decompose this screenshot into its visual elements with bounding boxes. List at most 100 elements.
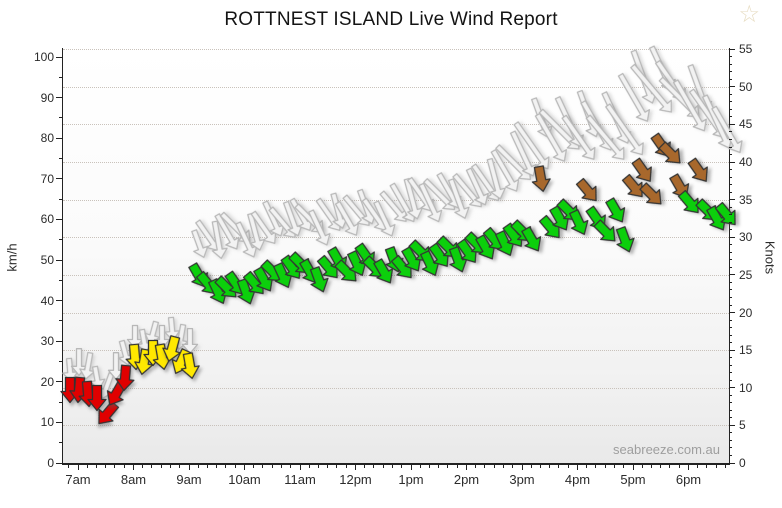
axis-tick bbox=[729, 86, 735, 88]
gust-wind-arrow bbox=[284, 195, 318, 237]
axis-tick bbox=[623, 464, 625, 468]
axis-tick bbox=[188, 464, 190, 470]
axis-tick bbox=[428, 464, 430, 468]
left-axis-unit-label: km/h bbox=[4, 243, 20, 272]
axis-tick bbox=[729, 229, 732, 231]
axis-tick bbox=[206, 464, 208, 468]
gust-wind-arrow bbox=[153, 324, 171, 350]
gust-wind-arrow bbox=[485, 145, 525, 196]
axis-tick bbox=[56, 178, 62, 180]
axis-tick bbox=[262, 464, 264, 468]
axis-tick bbox=[729, 93, 732, 95]
avg-wind-arrow bbox=[534, 211, 567, 245]
gridline bbox=[63, 49, 729, 51]
avg-wind-arrow bbox=[268, 260, 298, 293]
axis-tick bbox=[59, 76, 62, 78]
gust-wind-arrow bbox=[86, 364, 108, 392]
axis-tick bbox=[56, 462, 62, 464]
axis-tick bbox=[123, 464, 125, 468]
axis-tick bbox=[729, 138, 732, 140]
gridline bbox=[63, 387, 729, 389]
axis-tick bbox=[466, 464, 467, 470]
axis-tick bbox=[729, 221, 732, 223]
axis-tick bbox=[59, 158, 62, 159]
axis-tick bbox=[729, 409, 732, 411]
axis-tick bbox=[59, 320, 62, 322]
axis-tick bbox=[56, 340, 62, 342]
x-axis-tick-label: 8am bbox=[120, 472, 147, 487]
gridline bbox=[63, 274, 729, 276]
x-axis-tick-label: 3pm bbox=[509, 472, 535, 487]
axis-tick bbox=[169, 464, 171, 468]
gust-wind-arrow bbox=[442, 176, 474, 223]
gust-wind-arrow bbox=[599, 100, 649, 161]
axis-tick bbox=[729, 289, 732, 291]
axis-tick bbox=[530, 464, 532, 468]
axis-tick bbox=[56, 97, 62, 99]
axis-tick bbox=[729, 349, 735, 351]
axis-tick bbox=[595, 464, 597, 468]
axis-tick bbox=[729, 364, 732, 366]
axis-tick bbox=[729, 342, 732, 344]
axis-tick bbox=[729, 357, 732, 359]
avg-wind-arrow bbox=[611, 224, 639, 256]
avg-wind-arrow bbox=[655, 138, 688, 171]
axis-tick bbox=[114, 464, 116, 468]
axis-tick bbox=[729, 266, 732, 268]
avg-wind-arrow bbox=[248, 264, 279, 297]
avg-wind-arrow bbox=[470, 231, 501, 264]
avg-wind-arrow bbox=[159, 334, 185, 365]
axis-tick bbox=[729, 334, 732, 336]
axis-tick bbox=[729, 244, 732, 246]
left-axis-tick-label: 80 bbox=[40, 131, 54, 146]
avg-wind-arrow bbox=[572, 174, 605, 208]
x-axis-tick-label: 4pm bbox=[564, 472, 591, 487]
gust-wind-arrow bbox=[705, 102, 747, 158]
avg-wind-arrow bbox=[397, 243, 428, 276]
axis-tick bbox=[669, 464, 671, 468]
axis-tick bbox=[729, 214, 732, 216]
right-axis-tick-label: 20 bbox=[739, 305, 753, 320]
gust-wind-arrow bbox=[625, 60, 679, 119]
axis-tick bbox=[345, 464, 347, 468]
axis-tick bbox=[502, 464, 504, 468]
left-axis-tick-label: 20 bbox=[40, 374, 54, 389]
avg-wind-arrow bbox=[564, 207, 594, 240]
axis-tick bbox=[729, 454, 732, 456]
axis-tick bbox=[86, 464, 88, 468]
axis-tick bbox=[308, 464, 310, 468]
favorite-star-icon[interactable]: ☆ bbox=[738, 1, 760, 28]
axis-tick bbox=[729, 206, 732, 208]
x-axis-tick-label: 2pm bbox=[453, 472, 480, 487]
axis-tick bbox=[253, 464, 255, 468]
avg-wind-arrow bbox=[545, 203, 576, 236]
x-axis-tick-label: 11am bbox=[284, 472, 316, 487]
axis-tick bbox=[151, 464, 153, 468]
axis-tick bbox=[438, 464, 440, 468]
axis-tick bbox=[706, 464, 708, 468]
axis-tick bbox=[299, 464, 301, 470]
avg-wind-arrow bbox=[312, 251, 345, 285]
gridline bbox=[63, 312, 729, 314]
x-axis-tick-label: 10am bbox=[228, 472, 261, 487]
avg-wind-arrow bbox=[386, 251, 419, 285]
avg-wind-arrow bbox=[683, 154, 715, 188]
axis-tick bbox=[729, 108, 732, 110]
gust-wind-arrow bbox=[277, 199, 307, 240]
avg-wind-arrow bbox=[424, 239, 456, 273]
axis-tick bbox=[447, 464, 449, 468]
left-axis-tick-label: 30 bbox=[40, 334, 54, 349]
axis-tick bbox=[133, 464, 134, 470]
axis-tick bbox=[729, 78, 732, 80]
axis-tick bbox=[77, 464, 79, 470]
axis-tick bbox=[729, 447, 732, 449]
x-axis-tick-label: 12pm bbox=[339, 472, 372, 487]
axis-tick bbox=[59, 361, 62, 362]
x-axis-tick-label: 9am bbox=[176, 472, 202, 487]
axis-tick bbox=[729, 274, 735, 276]
axis-tick bbox=[290, 464, 292, 468]
axis-tick bbox=[729, 184, 732, 186]
axis-tick bbox=[729, 432, 732, 434]
seabreeze-watermark: seabreeze.com.au bbox=[613, 442, 720, 457]
